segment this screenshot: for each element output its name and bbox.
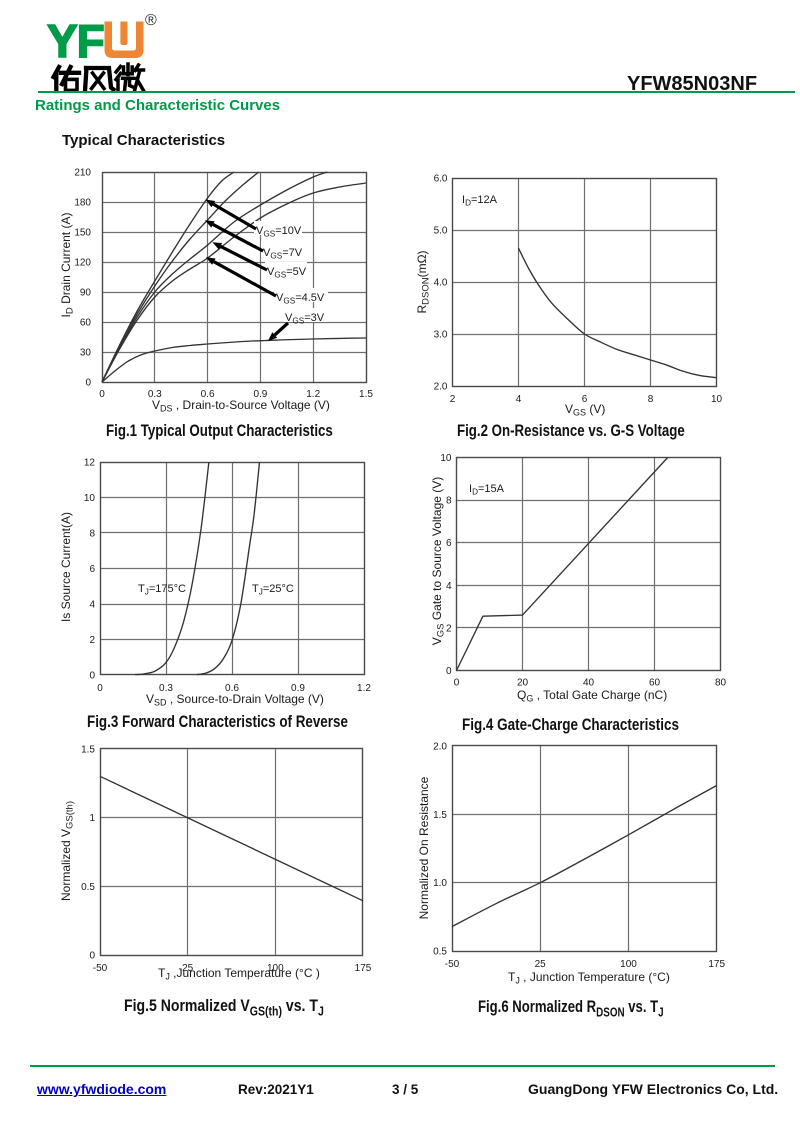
svg-text:2: 2 [446, 623, 452, 634]
svg-text:210: 210 [74, 168, 91, 179]
svg-text:0: 0 [97, 683, 103, 694]
svg-text:150: 150 [74, 228, 91, 239]
svg-text:25: 25 [535, 959, 547, 970]
svg-text:Normalized On Resistance: Normalized On Resistance [417, 776, 431, 919]
svg-text:RDSON​(mΩ): RDSON​(mΩ) [415, 250, 432, 313]
svg-text:25: 25 [182, 963, 194, 974]
svg-text:5.0: 5.0 [434, 226, 448, 237]
svg-text:80: 80 [715, 678, 727, 689]
svg-text:2: 2 [450, 394, 456, 405]
svg-text:VGS​=5V: VGS​=5V [267, 266, 307, 280]
svg-text:0: 0 [89, 671, 95, 682]
svg-text:4: 4 [89, 600, 95, 611]
svg-text:ID​=15A: ID​=15A [469, 483, 505, 497]
svg-text:TJ​ ,Junction Temperature (°C: TJ​ ,Junction Temperature (°C ) [158, 966, 320, 982]
svg-text:175: 175 [708, 959, 725, 970]
svg-text:0: 0 [85, 378, 91, 389]
svg-text:60: 60 [80, 318, 92, 329]
svg-text:2: 2 [89, 635, 95, 646]
svg-text:20: 20 [517, 678, 529, 689]
svg-text:0.3: 0.3 [159, 683, 173, 694]
svg-text:100: 100 [267, 963, 284, 974]
svg-text:2.0: 2.0 [434, 382, 448, 393]
svg-text:8: 8 [89, 529, 95, 540]
svg-text:0: 0 [454, 678, 460, 689]
svg-text:0.3: 0.3 [148, 389, 162, 400]
svg-text:30: 30 [80, 348, 92, 359]
svg-text:-50: -50 [93, 963, 108, 974]
svg-text:QG​ , Total Gate Charge (nC): QG​ , Total Gate Charge (nC) [517, 688, 667, 704]
svg-text:6: 6 [89, 564, 95, 575]
svg-text:VGS​ (V): VGS​ (V) [565, 402, 605, 418]
svg-text:VGS​ Gate to Source Voltage (: VGS​ Gate to Source Voltage (V) [430, 477, 447, 646]
svg-text:0.9: 0.9 [253, 389, 267, 400]
svg-text:VDS​ , Drain-to-Source Voltage: VDS​ , Drain-to-Source Voltage (V) [152, 398, 330, 414]
svg-text:10: 10 [711, 394, 723, 405]
svg-text:3.0: 3.0 [434, 330, 448, 341]
svg-text:6.0: 6.0 [434, 174, 448, 185]
svg-text:0: 0 [99, 389, 105, 400]
svg-text:8: 8 [446, 496, 452, 507]
svg-text:1.2: 1.2 [306, 389, 320, 400]
svg-text:120: 120 [74, 258, 91, 269]
svg-text:10: 10 [84, 493, 96, 504]
svg-text:60: 60 [649, 678, 661, 689]
svg-text:VGS​=3V: VGS​=3V [285, 312, 325, 326]
svg-text:1.2: 1.2 [357, 683, 371, 694]
svg-text:VGS​=4.5V: VGS​=4.5V [276, 292, 325, 306]
svg-text:6: 6 [582, 394, 588, 405]
svg-text:ID​=12A: ID​=12A [462, 194, 498, 208]
svg-text:VGS​=10V: VGS​=10V [256, 225, 302, 239]
svg-text:TJ​=25°C: TJ​=25°C [252, 583, 294, 597]
svg-text:0.9: 0.9 [291, 683, 305, 694]
svg-text:VGS​=7V: VGS​=7V [263, 247, 303, 261]
svg-text:VSD​ , Source-to-Drain Voltage: VSD​ , Source-to-Drain Voltage (V) [146, 692, 324, 708]
svg-text:1.5: 1.5 [433, 810, 447, 821]
svg-text:4: 4 [516, 394, 522, 405]
svg-text:0: 0 [446, 666, 452, 677]
svg-text:0.6: 0.6 [225, 683, 239, 694]
svg-text:0.5: 0.5 [433, 947, 447, 958]
svg-text:4.0: 4.0 [434, 278, 448, 289]
svg-text:Is Source Current(A): Is Source Current(A) [59, 512, 73, 622]
svg-text:1.5: 1.5 [359, 389, 373, 400]
svg-text:0.6: 0.6 [201, 389, 215, 400]
svg-text:180: 180 [74, 198, 91, 209]
svg-text:90: 90 [80, 288, 92, 299]
svg-text:1.0: 1.0 [433, 878, 447, 889]
svg-text:1: 1 [89, 813, 95, 824]
svg-text:0.5: 0.5 [81, 882, 95, 893]
svg-text:Normalized VGS(th): Normalized VGS(th) [59, 801, 76, 901]
svg-text:0: 0 [89, 951, 95, 962]
svg-text:-50: -50 [445, 959, 460, 970]
svg-text:2.0: 2.0 [433, 741, 447, 752]
svg-text:®: ® [145, 12, 157, 29]
svg-text:175: 175 [355, 963, 372, 974]
svg-text:8: 8 [648, 394, 654, 405]
svg-text:1.5: 1.5 [81, 744, 95, 755]
svg-text:10: 10 [440, 453, 452, 464]
svg-text:YF: YF [47, 15, 104, 67]
svg-text:100: 100 [620, 959, 637, 970]
svg-text:ID​ Drain Current (A): ID​ Drain Current (A) [59, 213, 76, 318]
svg-text:TJ​ , Junction Temperature (°C: TJ​ , Junction Temperature (°C) [508, 970, 670, 986]
svg-text:6: 6 [446, 538, 452, 549]
svg-text:4: 4 [446, 581, 452, 592]
svg-text:TJ​=175°C: TJ​=175°C [138, 583, 186, 597]
svg-text:40: 40 [583, 678, 595, 689]
svg-text:12: 12 [84, 458, 96, 469]
